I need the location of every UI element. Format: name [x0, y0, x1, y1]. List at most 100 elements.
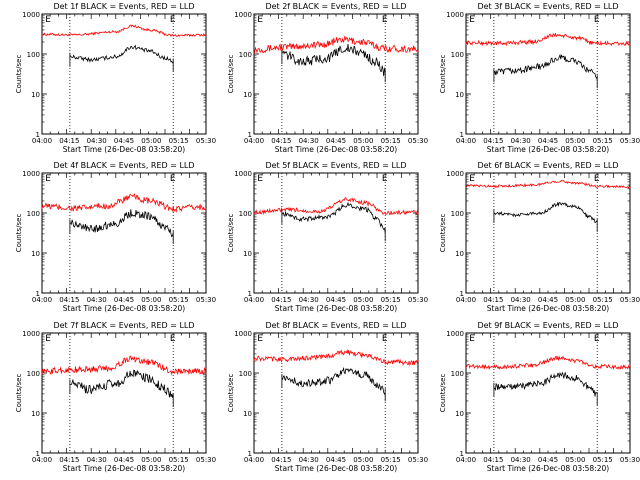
- x-tick-label: 04:30: [299, 456, 319, 464]
- x-axis-label: Start Time (26-Dec-08 03:58:20): [275, 464, 397, 473]
- x-tick-label: 05:00: [141, 137, 161, 145]
- x-tick-label: 04:15: [483, 456, 503, 464]
- x-tick-label: 04:15: [59, 456, 79, 464]
- y-tick-label: 100: [239, 51, 252, 59]
- panel-det-1: Det 1f BLACK = Events, RED = LLD 1 10 100 10…: [15, 2, 216, 154]
- plot-frame: [253, 172, 419, 294]
- x-tick-label: 05:30: [408, 296, 428, 304]
- x-tick-label: 04:00: [244, 296, 264, 304]
- series-red-lld: [465, 355, 631, 371]
- series-black-events: [493, 202, 598, 232]
- x-tick-label: 04:30: [299, 137, 319, 145]
- y-tick-label: 1000: [22, 11, 40, 19]
- x-tick-label: 05:00: [565, 137, 585, 145]
- series-black-events: [69, 369, 174, 408]
- y-tick-label: 1000: [234, 170, 252, 178]
- event-marker: E: [382, 15, 388, 25]
- x-tick-label: 05:00: [565, 296, 585, 304]
- y-tick-label: 10: [31, 410, 40, 418]
- x-axis-label: Start Time (26-Dec-08 03:58:20): [487, 304, 609, 313]
- series-black-events: [281, 44, 386, 83]
- panel-title: Det 4f BLACK = Events, RED = LLD: [53, 161, 194, 170]
- x-tick-label: 04:30: [511, 296, 531, 304]
- y-tick-label: 10: [243, 250, 252, 258]
- panel-det-4: Det 4f BLACK = Events, RED = LLD 1 10 100 10…: [15, 161, 216, 313]
- y-tick-label: 1: [248, 290, 252, 298]
- series-red-lld: [41, 193, 207, 214]
- event-marker: E: [382, 334, 388, 344]
- x-tick-label: 05:30: [620, 137, 640, 145]
- x-tick-label: 04:45: [326, 456, 346, 464]
- x-tick-label: 04:15: [483, 137, 503, 145]
- x-tick-label: 05:30: [408, 137, 428, 145]
- y-tick-label: 10: [455, 410, 464, 418]
- y-tick-label: 100: [239, 370, 252, 378]
- plot-frame: [465, 332, 631, 454]
- plot-frame: [465, 13, 631, 135]
- y-tick-label: 10: [243, 91, 252, 99]
- x-tick-label: 04:30: [511, 456, 531, 464]
- panel-det-8: Det 8f BLACK = Events, RED = LLD 1 10 100 10…: [227, 321, 428, 473]
- panel-title: Det 9f BLACK = Events, RED = LLD: [477, 321, 618, 330]
- y-tick-label: 1000: [22, 330, 40, 338]
- series-red-lld: [253, 348, 419, 366]
- x-tick-label: 05:00: [353, 456, 373, 464]
- y-tick-label: 1000: [446, 330, 464, 338]
- series-black-events: [69, 209, 174, 244]
- series-black-events: [493, 53, 598, 89]
- panel-det-9: Det 9f BLACK = Events, RED = LLD 1 10 100 10…: [439, 321, 640, 473]
- x-tick-label: 04:45: [114, 137, 134, 145]
- event-marker: E: [170, 334, 176, 344]
- y-tick-label: 1000: [446, 11, 464, 19]
- x-tick-label: 05:00: [353, 137, 373, 145]
- x-tick-label: 05:30: [196, 296, 216, 304]
- y-tick-label: 1: [36, 131, 40, 139]
- plot-frame: [253, 13, 419, 135]
- y-tick-label: 1: [36, 290, 40, 298]
- y-tick-label: 100: [451, 51, 464, 59]
- y-axis-label: Counts/sec: [227, 374, 235, 413]
- panel-det-7: Det 7f BLACK = Events, RED = LLD 1 10 100 10…: [15, 321, 216, 473]
- y-axis-label: Counts/sec: [439, 55, 447, 94]
- x-tick-label: 04:30: [87, 296, 107, 304]
- event-marker: E: [45, 174, 51, 184]
- series-black-events: [493, 371, 598, 406]
- series-black-events: [69, 44, 174, 72]
- y-tick-label: 100: [451, 370, 464, 378]
- y-axis-label: Counts/sec: [15, 55, 23, 94]
- series-red-lld: [253, 35, 419, 54]
- series-black-events: [281, 366, 386, 402]
- x-tick-label: 04:30: [299, 296, 319, 304]
- panel-title: Det 6f BLACK = Events, RED = LLD: [477, 161, 618, 170]
- x-tick-label: 04:45: [114, 296, 134, 304]
- y-tick-label: 1000: [22, 170, 40, 178]
- y-tick-label: 1: [248, 450, 252, 458]
- x-axis-label: Start Time (26-Dec-08 03:58:20): [275, 145, 397, 154]
- x-axis-label: Start Time (26-Dec-08 03:58:20): [487, 145, 609, 154]
- x-tick-label: 04:15: [59, 137, 79, 145]
- plot-frame: [41, 332, 207, 454]
- y-tick-label: 10: [455, 250, 464, 258]
- x-tick-label: 04:45: [326, 296, 346, 304]
- panel-title: Det 5f BLACK = Events, RED = LLD: [265, 161, 406, 170]
- panel-title: Det 2f BLACK = Events, RED = LLD: [265, 2, 406, 11]
- x-tick-label: 04:00: [456, 137, 476, 145]
- x-tick-label: 05:30: [620, 296, 640, 304]
- x-tick-label: 05:00: [141, 296, 161, 304]
- x-tick-label: 05:15: [593, 137, 613, 145]
- y-tick-label: 100: [27, 210, 40, 218]
- y-tick-label: 100: [239, 210, 252, 218]
- x-tick-label: 04:00: [456, 456, 476, 464]
- x-tick-label: 04:45: [114, 456, 134, 464]
- y-tick-label: 1: [248, 131, 252, 139]
- x-tick-label: 04:00: [32, 456, 52, 464]
- x-tick-label: 05:15: [381, 137, 401, 145]
- x-tick-label: 04:15: [483, 296, 503, 304]
- x-tick-label: 05:00: [353, 296, 373, 304]
- x-tick-label: 04:45: [326, 137, 346, 145]
- panel-det-2: Det 2f BLACK = Events, RED = LLD 1 10 100 10…: [227, 2, 428, 154]
- y-tick-label: 1000: [234, 330, 252, 338]
- event-marker: E: [45, 334, 51, 344]
- x-tick-label: 04:30: [511, 137, 531, 145]
- y-tick-label: 10: [31, 91, 40, 99]
